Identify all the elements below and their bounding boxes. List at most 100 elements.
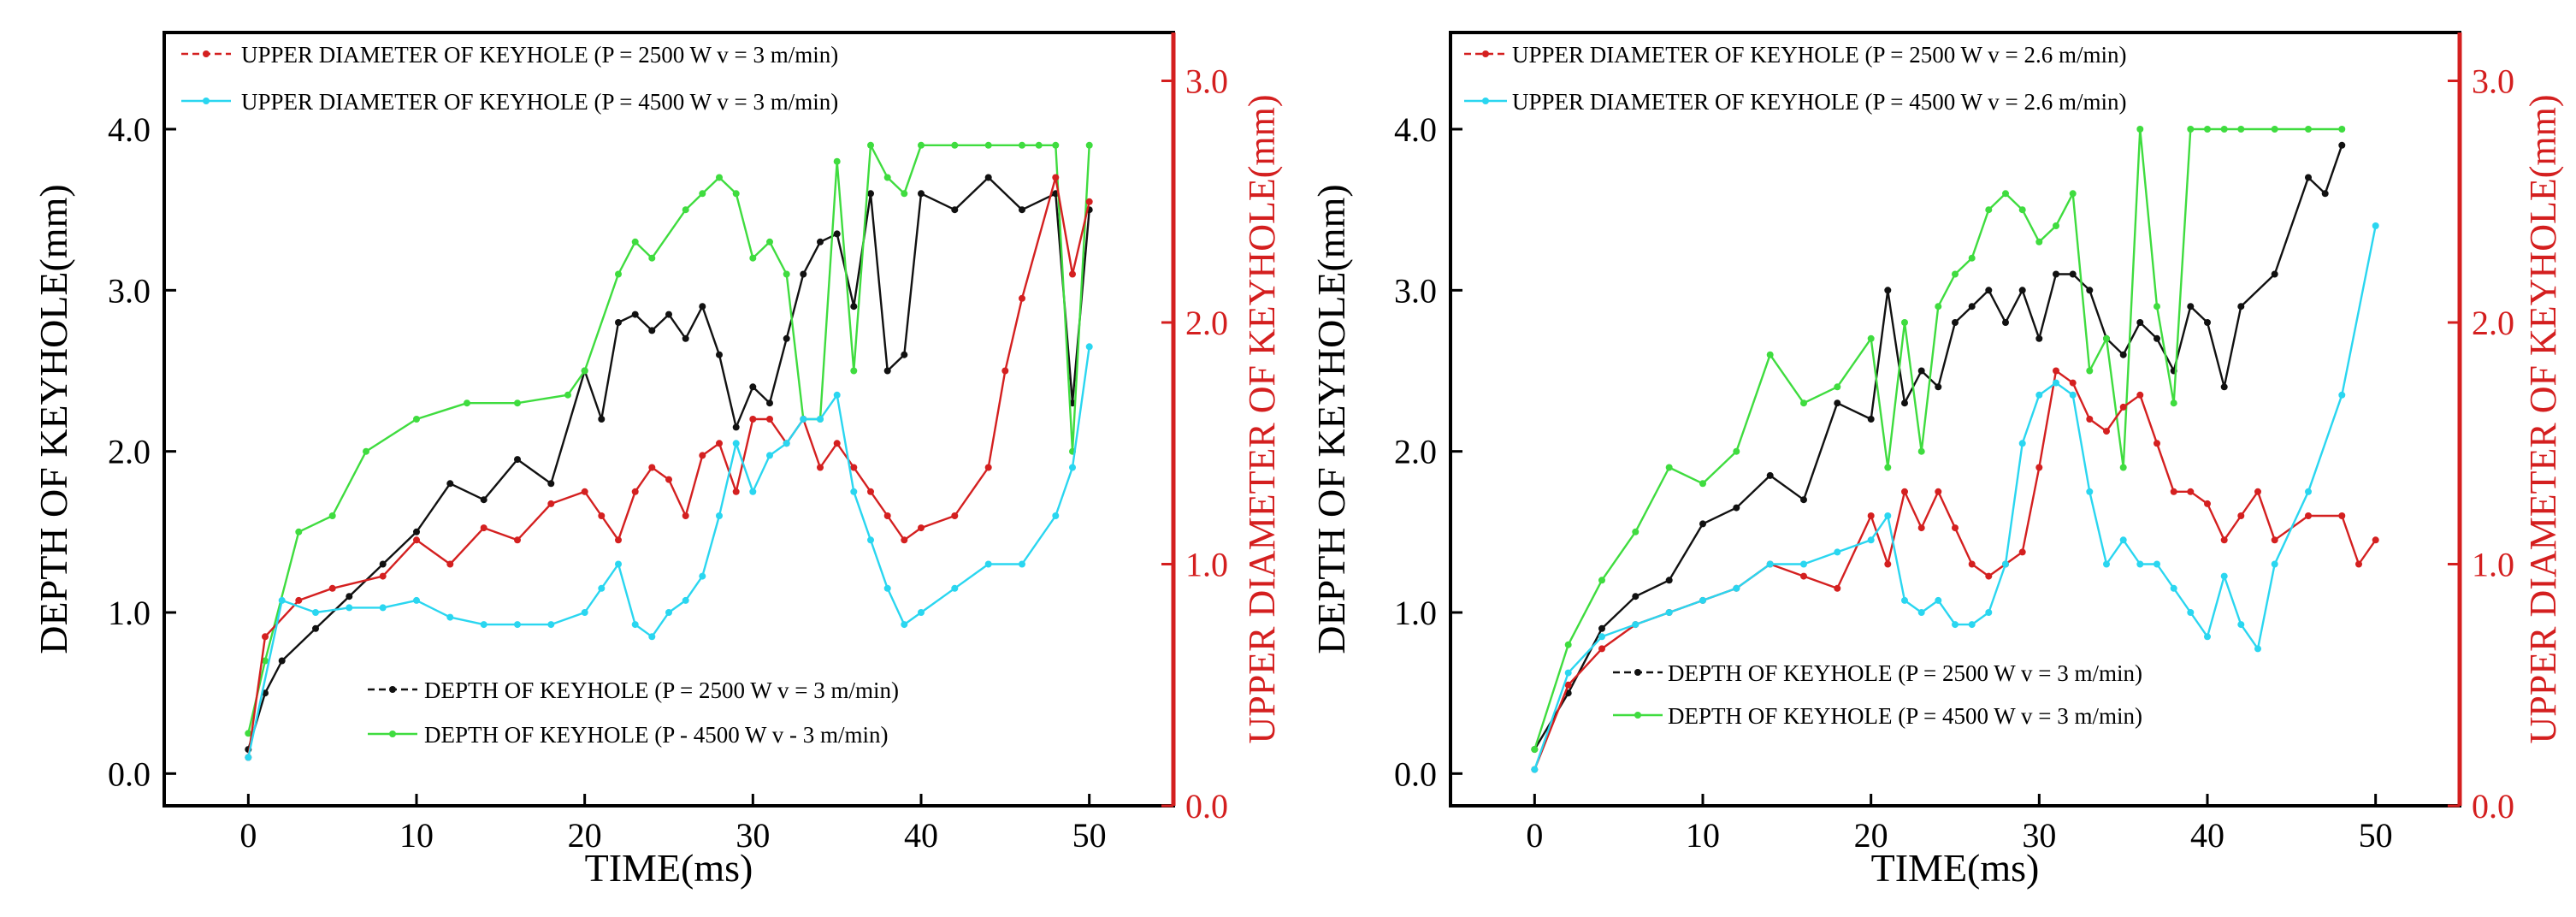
right-point-upper-4500-32	[2237, 621, 2245, 629]
right-point-depth-4500-10	[1867, 334, 1875, 342]
left-series-line-depth-2500	[247, 176, 1090, 750]
left-point-depth-4500-3	[328, 512, 336, 519]
left-point-upper-4500-18	[716, 512, 723, 519]
right-point-upper-4500-26	[2136, 560, 2144, 568]
left-point-upper-4500-34	[1052, 512, 1060, 519]
right-point-upper-4500-9	[1834, 548, 1841, 556]
right-legend-entry-upper-4500: UPPER DIAMETER OF KEYHOLE (P = 4500 W v …	[1464, 89, 2126, 115]
left-point-depth-4500-5	[413, 416, 420, 423]
right-point-depth-2500-2	[1598, 624, 1605, 632]
right-point-upper-2500-10	[1867, 512, 1875, 519]
right-point-upper-2500-17	[1985, 572, 1993, 580]
right-point-depth-2500-35	[2321, 190, 2329, 198]
left-point-upper-4500-31	[951, 584, 959, 592]
left-point-depth-2500-29	[883, 367, 891, 375]
left-legend-entry-upper-2500: UPPER DIAMETER OF KEYHOLE (P = 2500 W v …	[181, 42, 838, 68]
right-legend-label-upper-4500: UPPER DIAMETER OF KEYHOLE (P = 4500 W v …	[1512, 89, 2126, 115]
left-legend-marker-upper-4500	[203, 98, 210, 104]
left-point-depth-4500-1	[262, 657, 269, 665]
left-point-upper-2500-30	[918, 524, 925, 532]
right-point-upper-4500-3	[1632, 621, 1640, 629]
left-y-tick-label: 0.0	[108, 754, 151, 793]
right-point-depth-2500-8	[1800, 496, 1807, 504]
right-point-upper-4500-36	[2338, 391, 2346, 399]
left-legend-label-upper-2500: UPPER DIAMETER OF KEYHOLE (P = 2500 W v …	[241, 42, 838, 68]
right-point-depth-2500-36	[2338, 141, 2346, 149]
right-point-depth-4500-33	[2271, 126, 2278, 133]
right-point-depth-4500-26	[2136, 126, 2144, 133]
right-point-depth-2500-30	[2204, 319, 2211, 326]
left-x-tick-label: 50	[1072, 816, 1107, 855]
left-point-depth-4500-9	[581, 367, 588, 375]
left-point-depth-2500-10	[547, 480, 555, 488]
left-point-upper-4500-22	[783, 440, 790, 447]
left-point-upper-4500-20	[749, 488, 757, 495]
right-point-upper-4500-13	[1917, 609, 1925, 616]
left-y-right-tick-label: 0.0	[1185, 787, 1228, 825]
right-legend-label-depth-2500: DEPTH OF KEYHOLE (P = 2500 W v = 3 m/min…	[1668, 660, 2142, 686]
right-point-depth-2500-6	[1733, 504, 1740, 512]
right-point-upper-4500-31	[2220, 572, 2228, 580]
right-point-depth-2500-14	[1935, 383, 1942, 391]
left-x-tick-label: 0	[239, 816, 257, 855]
right-point-depth-2500-32	[2237, 303, 2245, 311]
left-y-tick-label: 1.0	[108, 594, 151, 632]
left-point-upper-4500-6	[446, 613, 454, 621]
right-y-right-tick-label: 3.0	[2472, 62, 2514, 101]
left-point-upper-4500-11	[598, 584, 606, 592]
left-point-upper-2500-37	[1085, 198, 1093, 205]
right-point-upper-2500-24	[2103, 428, 2110, 435]
right-point-upper-4500-21	[2053, 379, 2059, 387]
left-point-depth-2500-6	[413, 528, 420, 535]
right-point-upper-2500-32	[2237, 512, 2245, 519]
left-point-depth-4500-24	[867, 141, 874, 149]
left-point-upper-4500-33	[1019, 560, 1025, 568]
right-y-tick-label: 0.0	[1394, 754, 1437, 793]
right-point-depth-4500-16	[1968, 254, 1976, 262]
left-top-legend: UPPER DIAMETER OF KEYHOLE (P = 2500 W v …	[181, 42, 838, 115]
right-point-depth-2500-15	[1952, 319, 1959, 326]
right-x-tick-label: 40	[2190, 816, 2224, 855]
left-point-upper-4500-1	[278, 596, 286, 604]
left-point-upper-4500-35	[1069, 464, 1076, 471]
right-point-upper-4500-17	[1985, 609, 1993, 616]
left-point-depth-2500-24	[800, 270, 807, 278]
left-point-upper-4500-30	[918, 609, 925, 616]
left-point-depth-4500-7	[514, 399, 521, 407]
right-point-depth-4500-21	[2053, 222, 2059, 229]
right-point-upper-2500-28	[2170, 488, 2177, 495]
left-point-upper-2500-26	[850, 464, 858, 471]
left-point-upper-4500-16	[682, 596, 689, 604]
right-point-upper-4500-11	[1884, 512, 1892, 519]
left-legend-label-depth-4500: DEPTH OF KEYHOLE (P - 4500 W v - 3 m/min…	[424, 722, 888, 748]
left-point-depth-4500-29	[984, 141, 992, 149]
right-point-upper-2500-30	[2204, 500, 2211, 507]
right-point-upper-2500-27	[2154, 440, 2160, 447]
left-y-right-tick-label: 3.0	[1185, 62, 1228, 101]
left-point-upper-4500-36	[1085, 343, 1093, 351]
left-point-upper-2500-11	[598, 512, 606, 519]
left-point-upper-2500-13	[631, 488, 639, 495]
left-point-upper-2500-24	[817, 464, 824, 471]
right-point-upper-4500-20	[2035, 391, 2043, 399]
right-point-upper-4500-10	[1867, 536, 1875, 544]
right-point-depth-4500-5	[1699, 480, 1706, 488]
right-point-depth-2500-13	[1917, 367, 1925, 375]
right-series-layer	[1531, 126, 2379, 773]
left-point-depth-2500-34	[1019, 206, 1025, 214]
left-legend-entry-depth-4500: DEPTH OF KEYHOLE (P - 4500 W v - 3 m/min…	[368, 722, 888, 748]
right-right-y-axis-title: UPPER DIAMETER OF KEYHOLE(mm)	[2522, 95, 2564, 744]
right-point-depth-4500-15	[1952, 270, 1959, 278]
left-point-upper-4500-7	[480, 621, 487, 629]
right-point-depth-4500-0	[1531, 746, 1539, 754]
left-point-depth-2500-23	[783, 334, 790, 342]
right-point-upper-4500-2	[1598, 633, 1605, 641]
left-point-upper-2500-31	[951, 512, 959, 519]
left-point-depth-4500-2	[295, 528, 303, 535]
right-y-tick-label: 3.0	[1394, 271, 1437, 310]
left-point-upper-4500-12	[615, 560, 622, 568]
left-point-upper-2500-5	[413, 536, 420, 544]
right-point-depth-4500-4	[1665, 464, 1673, 471]
right-point-upper-2500-9	[1834, 584, 1841, 592]
